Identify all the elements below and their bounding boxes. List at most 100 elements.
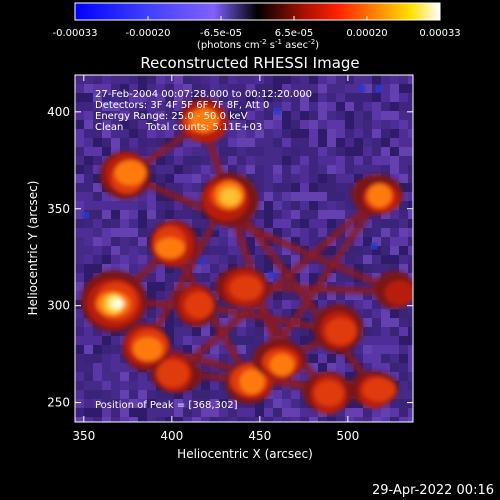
texture-cell [399,354,409,364]
texture-cell [300,336,310,346]
texture-cell [327,120,337,130]
texture-cell [300,372,310,382]
texture-cell [291,210,301,220]
texture-cell [174,147,184,157]
texture-cell [102,93,112,103]
texture-cell [390,147,400,157]
colorbar-ticks: -0.00033 -0.00020 -6.5e-05 6.5e-05 0.00020 0.… [53,16,461,39]
texture-cell [183,84,193,94]
texture-cell [129,93,139,103]
texture-cell [165,84,175,94]
texture-cell [390,408,400,418]
texture-cell [219,390,229,400]
texture-cell [147,255,157,265]
texture-cell [327,354,337,364]
texture-cell [255,183,265,193]
texture-cell [246,156,256,166]
texture-cell [372,273,382,283]
texture-cell [399,408,409,418]
texture-cell [372,237,382,247]
source-contour [219,187,241,206]
source-contour [190,108,219,133]
texture-cell [300,138,310,148]
texture-cell [102,264,112,274]
texture-cell [75,183,85,193]
texture-cell [165,111,175,121]
texture-cell [129,255,139,265]
texture-cell [408,174,413,184]
texture-cell [309,273,319,283]
texture-cell [147,174,157,184]
texture-cell [390,264,400,274]
texture-cell [318,174,328,184]
texture-cell [201,264,211,274]
texture-cell [147,228,157,238]
texture-cell [237,345,247,355]
texture-cell [120,372,130,382]
texture-cell [354,255,364,265]
texture-cell [327,147,337,157]
texture-cell [381,111,391,121]
texture-cell [363,93,373,103]
texture-cell [336,273,346,283]
texture-cell [147,381,157,391]
texture-cell [408,318,413,328]
texture-cell [372,147,382,157]
texture-cell [93,372,103,382]
texture-cell [327,111,337,121]
texture-cell [381,75,391,85]
texture-cell [75,264,85,274]
texture-cell [246,84,256,94]
texture-cell [228,408,238,418]
texture-cell [147,192,157,202]
texture-cell [336,291,346,301]
texture-cell [408,183,413,193]
texture-cell [165,129,175,139]
texture-cell [354,399,364,409]
texture-cell [372,228,382,238]
texture-cell [75,309,85,319]
texture-blue-spot [81,211,89,219]
texture-cell [183,201,193,211]
texture-cell [408,93,413,103]
texture-cell [93,183,103,193]
texture-cell [264,111,274,121]
texture-cell [282,174,292,184]
texture-cell [273,300,283,310]
texture-cell [93,264,103,274]
texture-cell [408,102,413,112]
texture-cell [165,210,175,220]
texture-cell [273,102,283,112]
texture-cell [174,102,184,112]
texture-cell [363,264,373,274]
texture-cell [120,75,130,85]
texture-cell [291,300,301,310]
texture-cell [318,264,328,274]
texture-cell [75,75,85,85]
texture-cell [147,165,157,175]
texture-cell [93,210,103,220]
texture-cell [165,390,175,400]
texture-cell [183,336,193,346]
texture-cell [93,219,103,229]
texture-cell [282,228,292,238]
texture-cell [201,390,211,400]
texture-cell [273,93,283,103]
texture-cell [309,345,319,355]
texture-cell [93,102,103,112]
texture-cell [354,417,364,422]
texture-cell [399,84,409,94]
texture-cell [354,102,364,112]
texture-cell [309,354,319,364]
source-contour [384,280,413,306]
x-axis-label: Heliocentric X (arcsec) [177,447,313,461]
texture-cell [309,120,319,130]
texture-cell [336,201,346,211]
texture-cell [372,300,382,310]
texture-cell [390,219,400,229]
texture-cell [408,372,413,382]
texture-cell [192,219,202,229]
texture-cell [291,129,301,139]
texture-cell [228,129,238,139]
texture-cell [129,264,139,274]
